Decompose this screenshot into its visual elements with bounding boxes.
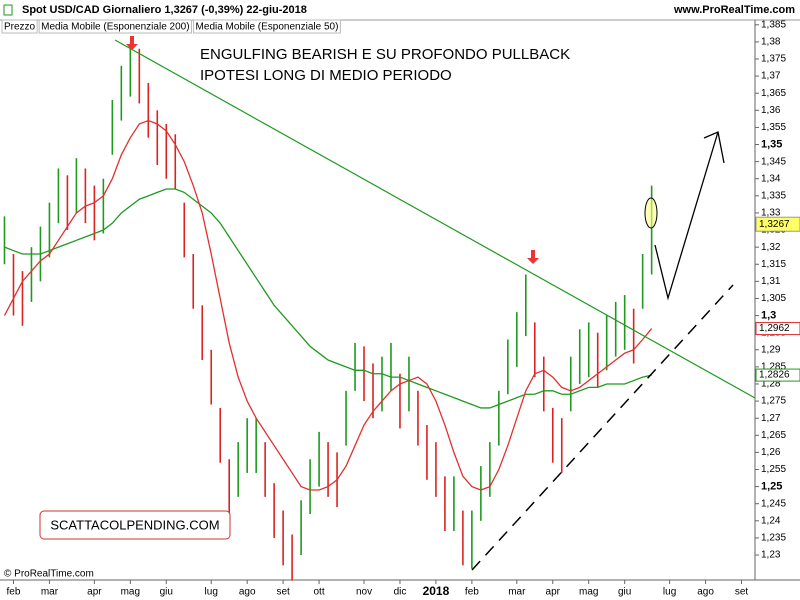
y-tick-label: 1,385 [761,19,786,30]
y-tick-label: 1,315 [761,259,786,270]
x-tick-label: ago [239,587,256,598]
y-tick-label: 1,24 [761,515,781,526]
y-tick-label: 1,31 [761,276,781,287]
legend: Prezzo Media Mobile (Esponenziale 200) Med… [1,19,341,34]
last-value-tag [755,368,800,382]
y-tick-label: 1,32 [761,242,781,253]
arrow-marker [126,36,138,50]
y-tick-label: 1,235 [761,533,786,544]
header-icon [3,4,13,16]
x-tick-label: feb [7,587,21,598]
y-tick-label: 1,33 [761,208,781,219]
x-tick-label: dic [394,587,407,598]
x-tick-label: ago [697,587,714,598]
y-tick-label: 1,37 [761,71,781,82]
y-tick-label: 1,29 [761,344,781,355]
x-tick-label: mar [508,587,526,598]
y-tick-label: 1,36 [761,105,781,116]
moving-average [3,119,653,491]
plot-area [3,43,653,581]
projection-arrowhead [703,131,725,164]
x-tick-label: set [735,587,749,598]
projection-path [654,131,719,301]
x-tick-label: set [276,587,290,598]
x-tick-label: giu [160,587,173,598]
x-tick-label: apr [87,587,102,598]
moving-average [4,188,652,409]
trendline-support [471,284,734,571]
y-tick-label: 1,255 [761,464,786,475]
last-price-label: 1,3267 [759,219,790,230]
watermark-box [39,510,231,540]
legend-entry: Media Mobile (Esponenziale 50) [196,22,339,33]
legend-entry: Prezzo [4,22,36,33]
y-tick-label: 1,28 [761,379,781,390]
y-tick-label: 1,35 [761,138,782,150]
y-tick-label: 1,335 [761,190,786,201]
legend-box [38,19,193,34]
highlight-ellipse [644,197,658,229]
y-tick-label: 1,345 [761,156,786,167]
y-tick-label: 1,245 [761,498,786,509]
watermark: SCATTACOLPENDING.COM [50,517,219,532]
legend-box [1,19,38,34]
y-tick-label: 1,26 [761,447,781,458]
y-tick-label: 1,285 [761,362,786,373]
x-tick-label: mag [579,587,598,598]
x-tick-label: apr [546,587,561,598]
y-tick-label: 1,38 [761,37,781,48]
annotation: IPOTESI LONG DI MEDIO PERIODO [200,67,452,84]
x-tick-label: feb [465,587,479,598]
y-tick-label: 1,365 [761,88,786,99]
y-tick-label: 1,355 [761,122,786,133]
y-tick-label: 1,27 [761,413,781,424]
y-tick-label: 1,25 [761,481,782,493]
trendline-down [114,39,756,399]
y-tick-label: 1,275 [761,396,786,407]
source: www.ProRealTime.com [673,4,795,16]
x-tick-label: 2018 [423,584,450,598]
x-tick-label: nov [356,587,372,598]
copyright: © ProRealTime.com [4,569,94,580]
header-bar [0,0,800,20]
y-tick-label: 1,375 [761,54,786,65]
x-tick-label: lug [205,587,218,598]
last-price-tag [755,216,800,232]
x-tick-label: ott [314,587,325,598]
arrow-marker [527,250,539,264]
x-tick-label: mag [121,587,140,598]
x-tick-label: giu [618,587,631,598]
x-tick-label: mar [41,587,59,598]
legend-entry: Media Mobile (Esponenziale 200) [41,22,189,33]
y-tick-label: 1,23 [761,550,781,561]
x-tick-label: lug [663,587,676,598]
y-tick-label: 1,265 [761,430,786,441]
last-value-label: 1,2826 [759,370,790,381]
last-value-label: 1,2962 [759,323,790,334]
y-tick-label: 1,3 [761,309,776,321]
annotation: ENGULFING BEARISH E SU PROFONDO PULLBACK [200,46,570,63]
y-tick-label: 1,305 [761,293,786,304]
y-tick-label: 1,34 [761,173,781,184]
chart-header: Spot USD/CAD Giornaliero 1,3267 (-0,39%)… [22,4,307,16]
legend-box [193,19,341,34]
last-value-tag [755,322,800,336]
